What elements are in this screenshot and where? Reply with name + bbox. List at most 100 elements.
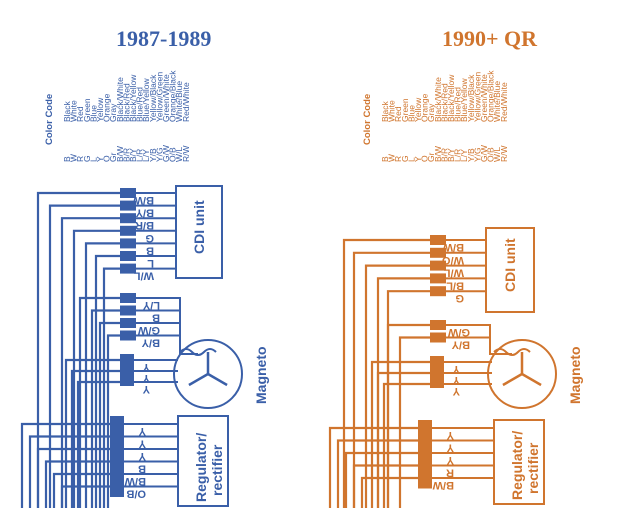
coil [207, 372, 228, 387]
cdi-unit-box [175, 185, 223, 279]
coil-winding [179, 348, 217, 356]
color-code-name: Yellow/Green [472, 71, 482, 122]
color-code-name: Orange [102, 93, 112, 122]
color-code-abbr: R/W [499, 145, 509, 162]
color-code-heading: Color Code [44, 94, 55, 145]
wire-label: L/Y [142, 299, 160, 311]
harness-wire [78, 296, 120, 508]
magneto-label: Magneto [567, 346, 583, 404]
color-code-abbr: Y [95, 156, 105, 162]
color-code-abbr: B/W [115, 146, 125, 162]
color-code-abbr: W [387, 154, 397, 162]
color-code-heading: Color Code [362, 94, 373, 145]
wire-label: B/W [132, 194, 154, 206]
coil [188, 372, 209, 387]
wire-label: Y [142, 361, 150, 373]
harness-wire [20, 422, 110, 508]
regulator-label: Regulator/ [193, 433, 209, 502]
color-code-name: Green [400, 98, 410, 122]
harness-wire [360, 476, 418, 508]
color-code-name: Black [380, 100, 390, 122]
color-code-abbr: O/B [486, 147, 496, 162]
color-code-name: Yellow [95, 97, 105, 122]
pickup-wire [446, 336, 512, 355]
connector-pin [120, 330, 136, 341]
wire-label: B/Y [141, 337, 160, 349]
color-code-abbr: W [69, 154, 79, 162]
connector-pin [430, 260, 446, 271]
harness-wire [90, 309, 120, 508]
color-code-abbr: L/R [453, 149, 463, 162]
connector-pin [430, 286, 446, 297]
color-code-abbr: Gr [108, 152, 118, 162]
harness-wire [60, 217, 120, 508]
wire-label: Y [138, 425, 146, 437]
pickup-wire [136, 334, 198, 355]
wire-label: W/L [444, 267, 464, 279]
wire-label: Y [142, 383, 150, 395]
harness-wire [370, 360, 430, 508]
color-code-name: White/Blue [174, 81, 184, 122]
connector-pin [120, 318, 136, 328]
wire-label: Y [446, 442, 454, 454]
harness-wire [72, 229, 120, 508]
connector-pin [430, 273, 446, 284]
color-code-abbr: L/Y [459, 149, 469, 162]
color-code-abbr: B/Y [446, 148, 456, 162]
right-panel: 1990+ QR Color Code B Black W White R Red G Green… [328, 26, 583, 508]
color-code-name: Red/White [181, 82, 191, 122]
wire-label: G [145, 232, 154, 244]
wire-label: B/L [446, 279, 464, 291]
wire-label: O/B [126, 488, 146, 500]
color-code-name: Black/Red [439, 83, 449, 122]
harness-wire [44, 460, 110, 508]
harness-wire [64, 358, 120, 508]
wire-label: B/Y [451, 339, 470, 351]
harness-wire [386, 323, 430, 508]
color-code-name: Red [393, 106, 403, 122]
color-code-name: Blue/Yellow [459, 78, 469, 122]
color-code-abbr: O [102, 155, 112, 162]
harness-wire [36, 191, 120, 508]
regulator-box [493, 419, 545, 505]
coil-winding [493, 348, 531, 356]
connector-pin [430, 332, 446, 343]
connector-pin [120, 188, 136, 198]
color-code-name: Black [62, 100, 72, 122]
wire-label: B/W [124, 475, 146, 487]
color-code-name: Blue/Yellow [141, 78, 151, 122]
cdi-unit-label: CDI unit [502, 238, 518, 292]
color-code-name: Green/White [161, 74, 171, 122]
harness-wire [28, 435, 110, 508]
wire-label: B/R [135, 219, 154, 231]
color-code-name: Black/White [433, 77, 443, 122]
color-code-name: White [69, 100, 79, 122]
color-code-name: Orange [420, 93, 430, 122]
color-code-abbr: W/L [174, 147, 184, 162]
regulator-label: Regulator/ [509, 431, 525, 500]
color-code-name: Gray [108, 103, 118, 122]
harness-wire [98, 321, 120, 508]
wire-label: Y [452, 363, 460, 375]
stator-connector [120, 354, 134, 386]
color-code-name: Red [75, 106, 85, 122]
color-code-abbr: R/W [181, 145, 191, 162]
color-code-name: Red/White [499, 82, 509, 122]
connector-pin [120, 293, 136, 303]
color-code-abbr: G [400, 155, 410, 162]
color-code-name: Blue/Red [135, 87, 145, 122]
coil [502, 372, 523, 387]
wire-label: R [446, 467, 454, 479]
color-code-abbr: B [380, 156, 390, 162]
regulator-connector [110, 416, 124, 497]
wire-label: B [146, 244, 154, 256]
wire-label: W/O [442, 254, 464, 266]
color-code-abbr: Gr [426, 152, 436, 162]
wire-label: B/Y [135, 207, 154, 219]
color-code-name: Green/White [479, 74, 489, 122]
harness-wire [336, 439, 418, 508]
color-code-name: Black/White [115, 77, 125, 122]
left-panel: 1987-1989 Color Code B Black W White R Red G Gree… [20, 26, 269, 508]
color-code-name: Yellow/Green [154, 71, 164, 122]
